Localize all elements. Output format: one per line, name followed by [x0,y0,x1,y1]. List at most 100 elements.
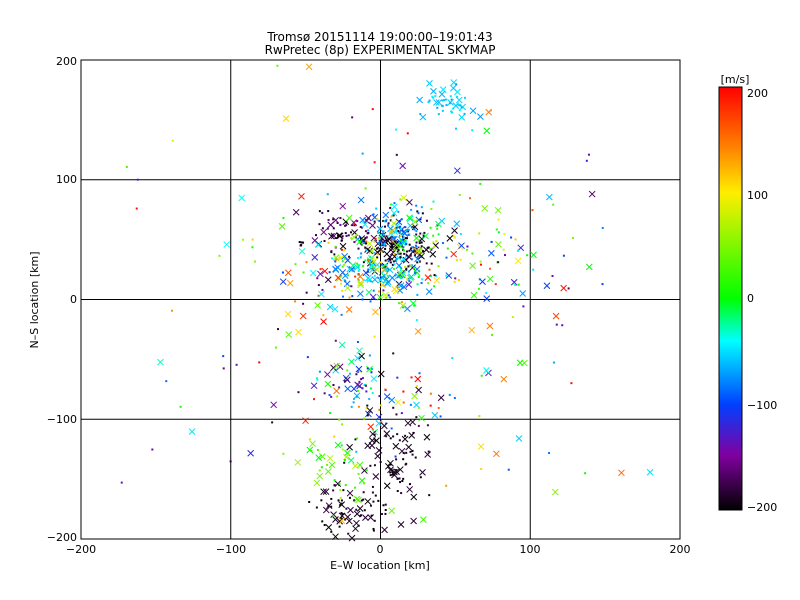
data-point-dot [343,459,346,462]
data-point-dot [327,210,330,213]
data-point-dot [383,242,386,245]
data-point-dot [399,234,402,237]
data-point-dot [357,257,360,260]
data-point-cross [409,418,416,426]
data-point-dot [355,396,358,399]
data-point-dot [229,460,232,463]
data-point-cross [543,282,551,290]
data-point-dot [399,252,402,255]
data-point-dot [402,390,405,393]
data-point-cross [486,275,494,283]
data-point-cross [292,208,300,216]
data-point-dot [395,413,398,416]
data-point-dot [282,452,285,455]
data-point-cross [379,281,386,289]
data-point-cross [514,257,522,265]
data-point-dot [340,502,343,505]
data-point-cross [346,443,353,451]
data-point-dot [326,227,329,230]
data-point-dot [364,384,367,387]
data-point-cross [418,235,426,243]
data-point-dot [340,512,343,515]
data-point-dot [437,406,440,409]
plot-area [80,59,681,542]
data-point-dot [352,267,355,270]
data-point-dot [310,449,313,452]
data-point-dot [336,395,339,398]
data-point-cross [294,459,302,466]
data-point-cross [362,269,370,277]
data-point-dot [356,341,359,344]
data-point-dot [443,98,446,101]
data-point-dot [347,234,350,237]
data-point-dot [463,112,466,115]
data-point-cross [510,278,518,286]
data-point-dot [406,278,409,281]
data-point-dot [384,264,387,267]
data-point-dot [341,448,344,451]
data-point-dot [397,265,400,268]
data-point-dot [341,423,344,426]
data-point-cross [284,310,292,318]
data-point-dot [357,389,360,392]
data-point-dot [396,376,399,379]
data-point-dot [378,395,381,398]
y-tick-label: 100 [56,173,77,186]
data-point-cross [410,517,417,525]
data-point-cross [366,365,373,373]
data-point-dot [302,271,305,274]
data-point-dot [222,355,225,358]
data-point-dot [365,242,368,245]
data-point-cross [418,252,425,260]
data-point-dot [321,211,324,214]
data-point-cross [477,113,484,120]
data-point-dot [389,258,392,261]
data-point-dot [454,127,457,130]
data-point-cross [316,472,324,480]
data-point-cross [392,442,400,450]
data-point-dot [385,263,388,266]
data-point-cross [468,326,476,334]
data-point-cross [356,505,364,512]
y-tick-label: 200 [56,55,77,68]
data-point-cross [335,232,343,239]
data-point-cross [367,514,375,521]
data-point-cross [348,265,356,273]
data-point-dot [372,289,375,292]
data-point-cross [352,462,359,470]
data-point-cross [369,293,377,301]
data-point-dot [277,328,280,331]
y-tick-label: −200 [47,531,77,544]
data-point-cross [380,266,388,273]
data-point-cross [345,306,353,313]
data-point-cross [450,250,458,258]
data-point-dot [429,274,432,277]
data-point-dot [567,287,570,290]
data-point-cross [519,290,527,297]
data-point-dot [323,392,326,395]
data-point-dot [445,274,448,277]
data-point-dot [340,444,343,447]
data-point-cross [382,291,389,299]
data-point-dot [479,182,482,185]
data-point-dot [322,314,325,317]
data-point-dot [390,238,393,241]
data-point-dot [343,279,346,282]
data-point-dot [383,220,386,223]
data-point-dot [400,276,403,279]
data-point-dot [402,246,405,249]
data-point-dot [384,508,387,511]
data-point-cross [388,227,396,235]
data-point-dot [587,153,590,156]
data-point-dot [413,271,416,274]
data-point-dot [526,254,529,257]
data-point-cross [333,362,341,370]
data-point-cross [481,205,489,212]
data-point-dot [451,111,454,114]
data-point-dot [382,219,385,222]
data-point-cross [397,242,404,250]
data-point-dot [344,484,347,487]
data-point-dot [357,370,360,373]
data-point-dot [362,498,365,501]
data-point-cross [341,253,348,260]
